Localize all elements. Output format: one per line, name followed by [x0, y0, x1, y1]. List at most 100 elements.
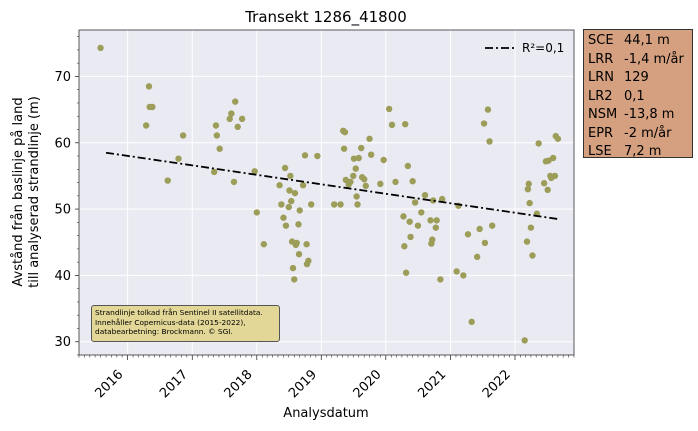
data-point: [149, 103, 156, 111]
data-point: [407, 233, 414, 241]
stat-value: 7,2 m: [624, 144, 662, 159]
data-point: [251, 168, 258, 175]
data-point: [354, 201, 361, 208]
data-point: [238, 115, 246, 123]
plot-frame: [78, 29, 575, 356]
data-point: [303, 241, 310, 248]
stat-value: 44,1 m: [624, 33, 670, 48]
data-point: [291, 189, 299, 197]
data-point: [406, 218, 413, 225]
data-point: [142, 122, 150, 129]
points-layer: [97, 44, 562, 344]
x-tick-label: 2016: [92, 367, 126, 401]
data-point: [473, 253, 481, 261]
data-point: [486, 138, 493, 145]
data-point: [362, 182, 370, 190]
data-point: [402, 269, 410, 276]
data-point: [213, 132, 221, 139]
data-point: [253, 209, 260, 216]
x-axis-label: Analysdatum: [283, 406, 368, 421]
x-tick-label: 2021: [415, 367, 449, 401]
x-tick-label: 2017: [157, 367, 191, 401]
chart-title: Transekt 1286_41800: [244, 8, 407, 27]
data-point: [145, 83, 153, 90]
data-point: [421, 191, 429, 199]
data-point: [525, 180, 532, 188]
stat-key: SCE: [588, 33, 614, 48]
data-point: [460, 272, 467, 279]
y-axis-label-line-2: till analyserad strandlinje (m): [27, 96, 42, 288]
data-point: [429, 197, 437, 204]
data-point: [228, 110, 235, 117]
data-point: [361, 176, 368, 183]
data-point: [280, 214, 287, 221]
data-point: [230, 178, 238, 186]
data-point: [295, 221, 302, 228]
stat-row-lr2: LR2 0,1: [588, 88, 692, 107]
data-point: [358, 144, 365, 152]
data-point: [523, 238, 531, 245]
data-point: [366, 135, 373, 142]
data-point: [521, 337, 528, 344]
data-point: [540, 180, 548, 187]
stat-key: LR2: [588, 88, 613, 104]
data-point: [429, 236, 436, 243]
data-point: [414, 222, 422, 229]
data-point: [210, 168, 218, 176]
stat-row-lse: LSE 7,2 m: [588, 143, 692, 162]
y-tick-label: 40: [54, 269, 71, 284]
stat-value: -13,8 m: [624, 107, 675, 122]
y-tick-label: 60: [54, 136, 71, 151]
data-point: [278, 201, 285, 208]
y-tick-label: 30: [54, 335, 71, 350]
legend: R²=0,1: [485, 41, 564, 55]
data-point: [480, 120, 488, 127]
stat-row-sce: SCE 44,1 m: [588, 32, 692, 51]
stat-value: 0,1: [624, 88, 645, 104]
data-point: [285, 203, 292, 211]
data-point: [400, 213, 407, 220]
data-point: [295, 250, 303, 258]
data-point: [212, 122, 220, 129]
data-point: [299, 182, 307, 189]
note-line-2: Innehåller Copernicus-data (2015-2022),: [95, 317, 246, 327]
data-point: [337, 201, 344, 208]
grid-layer: [79, 30, 574, 355]
stat-value: -1,4 m/år: [624, 51, 684, 67]
data-point: [481, 239, 489, 247]
data-point: [355, 154, 362, 162]
legend-label: R²=0,1: [522, 41, 564, 55]
data-point: [293, 239, 300, 247]
data-point: [409, 178, 416, 185]
data-point: [549, 154, 557, 162]
stat-row-nsm: NSM -13,8 m: [588, 106, 692, 125]
data-point: [341, 128, 349, 136]
data-point: [418, 209, 425, 216]
data-point: [308, 201, 315, 208]
data-point: [433, 217, 440, 224]
data-point: [232, 98, 239, 105]
data-point: [427, 217, 434, 224]
x-tick-label: 2020: [351, 367, 385, 401]
data-point: [476, 225, 483, 233]
stat-key: LRR: [588, 51, 614, 67]
data-point: [234, 123, 241, 131]
data-point: [340, 145, 348, 152]
stat-row-lrn: LRN 129: [588, 69, 692, 88]
data-point: [529, 252, 536, 259]
data-point: [286, 187, 293, 194]
data-point: [282, 222, 290, 229]
data-point: [287, 172, 294, 180]
data-point: [347, 178, 354, 186]
data-point: [276, 182, 283, 189]
data-point: [296, 207, 303, 214]
data-point: [432, 224, 440, 231]
stat-value: 129: [624, 70, 649, 85]
data-point: [527, 224, 535, 231]
data-point: [385, 105, 393, 113]
data-point: [388, 121, 396, 129]
data-source-note: Strandlinje tolkad från Sentinel II sate…: [91, 305, 280, 342]
stat-value: -2 m/år: [624, 125, 672, 141]
note-line-3: databearbetning: Brockmann. © SGI.: [95, 327, 233, 337]
